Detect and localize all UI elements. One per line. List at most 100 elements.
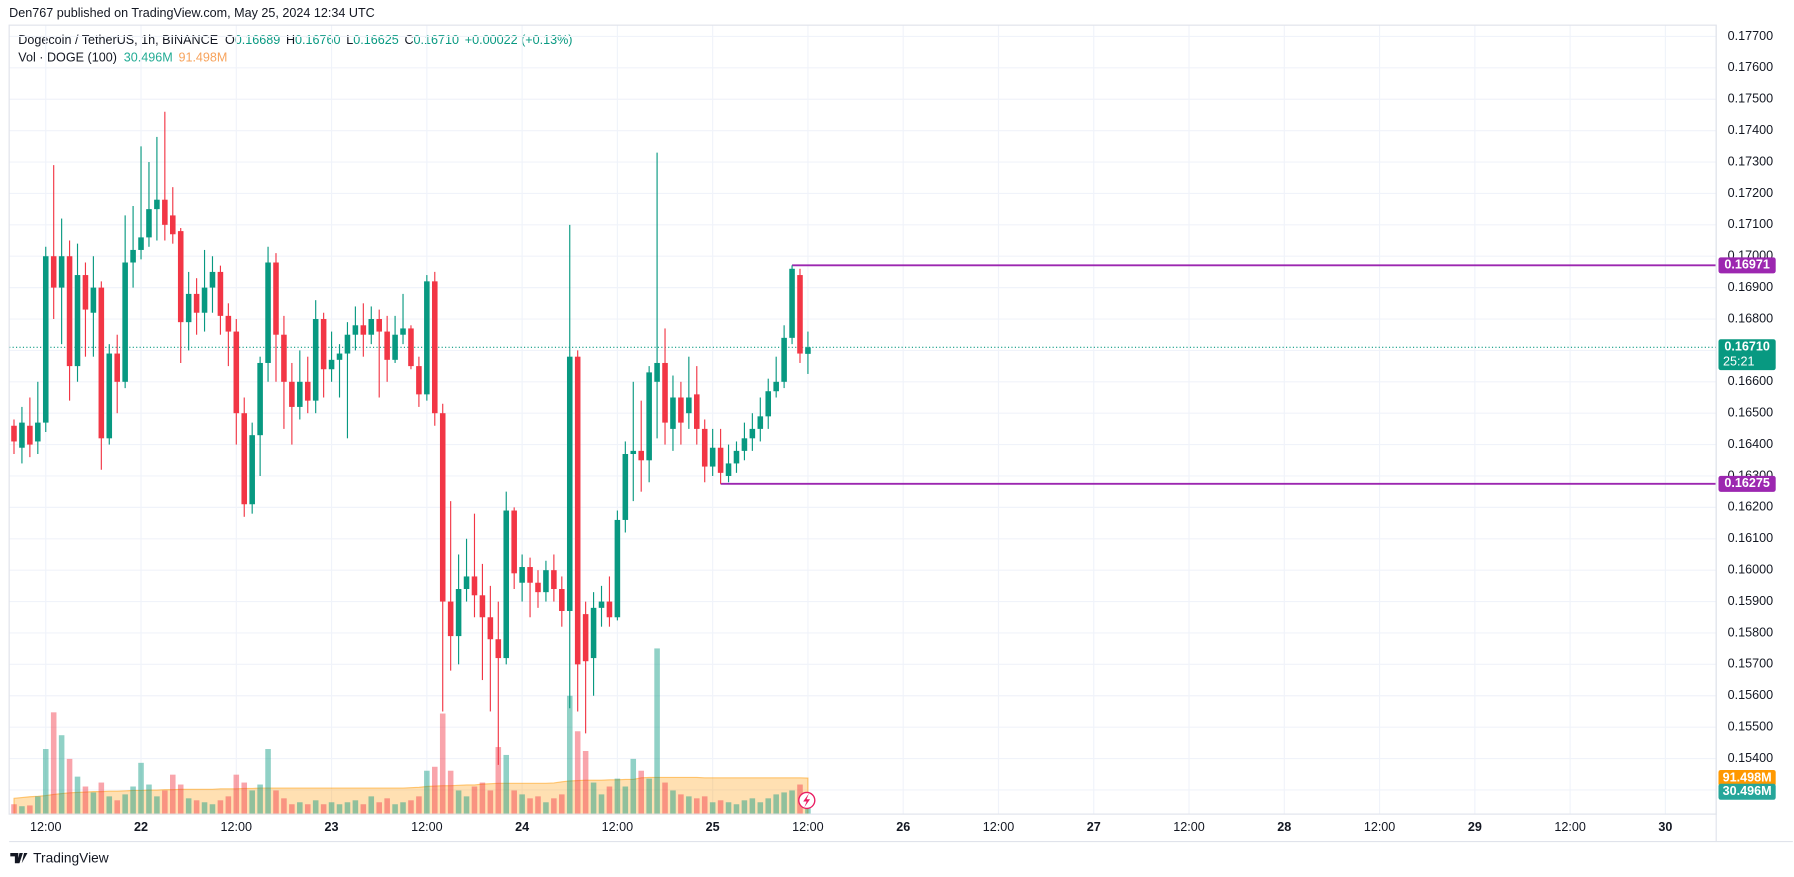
y-tick-label: 0.16100: [1728, 531, 1773, 545]
volume-bar: [66, 758, 73, 815]
candle-body: [535, 582, 541, 593]
volume-bar: [225, 796, 232, 815]
y-tick-label: 0.17700: [1728, 29, 1773, 43]
candle-body: [789, 268, 795, 338]
candle-body: [630, 450, 637, 455]
volume-bar: [19, 806, 25, 815]
h-value: 0.16760: [295, 33, 340, 47]
y-tick-label: 0.16600: [1728, 374, 1773, 388]
volume-bar: [233, 774, 240, 815]
volume-bar: [694, 798, 700, 815]
volume-bar: [725, 802, 732, 815]
volume-bar: [138, 762, 144, 815]
volume-ma-value: 91.498M: [178, 51, 227, 65]
publisher: Den767 published on TradingView.com, May…: [9, 6, 375, 20]
volume-bar: [58, 735, 65, 815]
candle-body: [741, 438, 748, 451]
x-tick-label: 22: [134, 820, 148, 834]
x-tick-label: 12:00: [411, 820, 442, 834]
candle-body: [773, 381, 779, 392]
volume-tag: 30.496M: [1723, 784, 1772, 798]
volume-bar: [368, 796, 375, 815]
volume-bar: [765, 798, 772, 815]
y-tick-label: 0.15500: [1728, 719, 1773, 733]
candle-body: [638, 450, 644, 461]
candle-body: [797, 275, 803, 354]
volume-bar: [709, 802, 716, 815]
volume-bar: [376, 802, 382, 815]
plot-layer: 0.153000.154000.155000.156000.157000.158…: [8, 24, 1794, 843]
volume-bar: [360, 804, 367, 815]
volume-bar: [622, 786, 629, 815]
volume-bar: [201, 802, 208, 815]
candle-body: [614, 519, 621, 618]
candle-body: [304, 381, 311, 401]
volume-bar: [170, 774, 176, 815]
y-tick-label: 0.17100: [1728, 217, 1773, 231]
volume-bar: [273, 790, 279, 815]
candle-body: [408, 328, 414, 367]
volume-legend: Vol · DOGE (100) 30.496M 91.498M: [18, 51, 227, 65]
candle-body: [559, 589, 565, 611]
volume-bar: [495, 747, 502, 815]
volume-bar: [82, 786, 89, 815]
countdown: 25:21: [1723, 354, 1754, 368]
candle-body: [400, 328, 406, 335]
x-tick-label: 28: [1277, 820, 1291, 834]
volume-bar: [297, 802, 303, 815]
candle-body: [35, 422, 41, 442]
x-tick-label: 12:00: [30, 820, 61, 834]
volume-bar: [789, 790, 795, 815]
candle-body: [154, 199, 160, 210]
candle-body: [217, 271, 224, 316]
volume-bar: [241, 782, 248, 815]
candle-body: [471, 576, 478, 596]
volume-bar: [35, 796, 41, 815]
x-tick-label: 12:00: [1554, 820, 1585, 834]
level-tag: 0.16275: [1724, 476, 1769, 490]
volume-bar: [106, 796, 113, 815]
candle-body: [432, 281, 438, 414]
last-price-tag-bg: [1718, 339, 1776, 371]
level-tag-bg: [1718, 475, 1776, 492]
candle-body: [90, 287, 97, 313]
footer-logo: TradingView: [10, 850, 109, 865]
volume-bar: [392, 804, 398, 815]
candle-body: [447, 601, 454, 637]
x-tick-label: 12:00: [602, 820, 633, 834]
candle-body: [392, 334, 398, 360]
candle-body: [543, 570, 549, 593]
candle-body: [273, 262, 279, 335]
y-tick-label: 0.16900: [1728, 280, 1773, 294]
volume-bar: [773, 794, 779, 815]
volume-bar: [574, 731, 581, 815]
candle-body: [82, 275, 89, 310]
volume-bar: [50, 712, 57, 815]
candle-body: [74, 275, 81, 367]
x-tick-label: 12:00: [1173, 820, 1204, 834]
candle-body: [297, 381, 303, 407]
candle-body: [360, 325, 367, 335]
volume-bar: [662, 782, 668, 815]
volume-bar: [98, 782, 105, 815]
candle-body: [114, 353, 120, 382]
candle-body: [749, 428, 756, 439]
l-label: L: [346, 33, 353, 47]
alert-bolt: [803, 793, 811, 808]
volume-bar: [463, 796, 470, 815]
candle-body: [566, 356, 573, 611]
volume-bar: [527, 798, 533, 815]
y-tick-label: 0.15900: [1728, 594, 1773, 608]
candle-body: [527, 567, 533, 583]
y-tick-label: 0.16400: [1728, 437, 1773, 451]
volume-bar: [733, 804, 740, 815]
volume-bar: [74, 776, 81, 815]
volume-bar: [177, 784, 184, 815]
x-tick-label: 12:00: [221, 820, 252, 834]
volume-bar: [654, 648, 660, 815]
candle-body: [805, 347, 811, 354]
candle-body: [646, 372, 652, 461]
volume-bar: [487, 790, 494, 815]
x-tick-label: 24: [515, 820, 529, 834]
